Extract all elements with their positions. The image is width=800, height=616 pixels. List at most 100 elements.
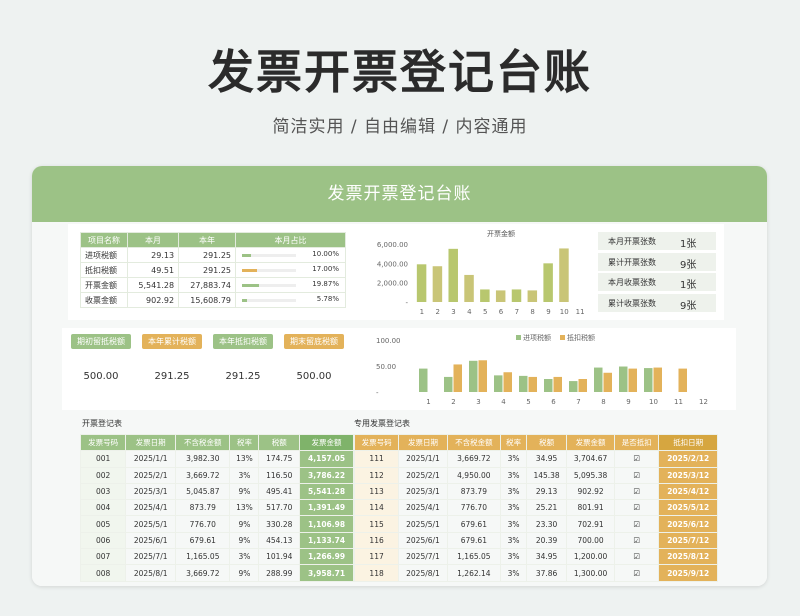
x-tick-label: 9 (626, 398, 630, 406)
x-tick-label: 1 (420, 308, 424, 316)
kpi-card: 本年抵扣税额 291.25 (208, 328, 278, 406)
register-row: 001 2025/1/1 3,982.30 13% 174.75 4,157.05 (79, 450, 354, 468)
register-header: 抵扣日期 (658, 433, 718, 452)
summary-row: 收票金额 902.92 15,608.79 5.78% (80, 292, 346, 308)
register-cell: 517.70 (258, 499, 301, 517)
x-tick-label: 8 (601, 398, 605, 406)
summary-year-value: 15,608.79 (178, 292, 236, 308)
register-cell: 679.61 (446, 515, 501, 533)
register-cell: 2025/2/1 (125, 466, 177, 484)
summary-header: 本月占比 (235, 232, 346, 248)
stat-label: 本月收票张数 (608, 278, 656, 287)
register-cell: 174.75 (258, 450, 301, 468)
register-cell: 3,958.71 (299, 564, 354, 582)
invoice-amount-bar (543, 263, 553, 302)
register-header: 发票号码 (353, 433, 400, 452)
summary-item-name: 进项税额 (80, 247, 128, 263)
summary-header: 本月 (126, 232, 180, 248)
deducted-checkbox[interactable]: ☑ (614, 482, 660, 501)
tax-bar (578, 379, 587, 392)
register-cell: 9% (229, 515, 260, 533)
x-tick-label: 2 (435, 308, 439, 316)
register-row: 111 2025/1/1 3,669.72 3% 34.95 3,704.67 ☑ 2025/… (353, 450, 718, 468)
register-cell: 873.79 (446, 482, 501, 501)
special-register-title: 专用发票登记表 (354, 419, 410, 428)
register-row: 008 2025/8/1 3,669.72 9% 288.99 3,958.71 (79, 564, 354, 582)
register-cell: 13% (229, 450, 260, 468)
register-cell: 700.00 (565, 531, 616, 550)
register-cell: 2025/5/12 (658, 499, 718, 517)
register-cell: 2025/9/12 (658, 564, 718, 582)
x-tick-label: 11 (576, 308, 585, 316)
register-cell: 3% (499, 515, 528, 533)
register-row: 002 2025/2/1 3,669.72 3% 116.50 3,786.22 (79, 466, 354, 484)
spreadsheet-preview: 发票开票登记台账 项目名称 本月 本年 本月占比 进项税额 29.13 291.25… (32, 166, 767, 586)
deducted-checkbox[interactable]: ☑ (614, 450, 660, 468)
kpi-label: 期初留抵税额 (71, 334, 131, 349)
register-header: 发票日期 (398, 433, 448, 452)
invoice-amount-bar (527, 290, 538, 302)
summary-month-value: 49.51 (126, 262, 180, 278)
deducted-checkbox[interactable]: ☑ (614, 515, 660, 533)
hero-subtitle: 简洁实用 / 自由编辑 / 内容通用 (272, 117, 528, 137)
register-cell: 2025/5/1 (398, 515, 448, 533)
tax-bar (569, 381, 578, 392)
register-header: 不含税金额 (446, 433, 501, 452)
stat-value: 1张 (680, 239, 697, 250)
register-cell: 118 (353, 564, 400, 582)
y-tick-label: 4,000.00 (377, 260, 408, 268)
stat-value: 1张 (680, 280, 697, 291)
stat-box: 本月开票张数 1张 (598, 232, 716, 250)
deducted-checkbox[interactable]: ☑ (614, 548, 660, 566)
register-cell: 9% (229, 564, 260, 582)
register-cell: 3,669.72 (175, 466, 231, 484)
deducted-checkbox[interactable]: ☑ (614, 564, 660, 582)
register-cell: 117 (353, 548, 400, 566)
register-cell: 3% (499, 531, 528, 550)
deducted-checkbox[interactable]: ☑ (614, 531, 660, 550)
register-cell: 2025/5/1 (125, 515, 177, 533)
register-cell: 007 (79, 548, 127, 566)
invoice-amount-bar (559, 248, 569, 302)
register-cell: 3% (499, 499, 528, 517)
register-cell: 3% (499, 482, 528, 501)
deducted-checkbox[interactable]: ☑ (614, 499, 660, 517)
tax-bar (553, 376, 562, 392)
register-cell: 3% (229, 548, 260, 566)
register-cell: 111 (353, 450, 400, 468)
register-cell: 3,704.67 (565, 450, 616, 468)
tax-chart-panel: 100.00 50.00- 进项税额 抵扣税额 1 2 3 4 5 6 7 8 9 10 11 12 (346, 328, 736, 410)
register-cell: 679.61 (175, 531, 231, 550)
register-row: 003 2025/3/1 5,045.87 9% 495.41 5,541.28 (79, 482, 354, 501)
legend-swatch (560, 335, 565, 340)
register-cell: 776.70 (446, 499, 501, 517)
hero-title: 发票开票登记台账 (208, 45, 592, 99)
invoice-register-table: 发票号码 发票日期 不含税金额 税率 税额 发票金额 001 2025/1/1 3,982.3… (79, 433, 354, 582)
register-header: 税率 (229, 433, 260, 452)
stat-box: 累计收票张数 9张 (598, 293, 716, 312)
tax-bar (453, 364, 462, 392)
deducted-checkbox[interactable]: ☑ (614, 466, 660, 484)
register-cell: 801.91 (565, 499, 616, 517)
x-tick-label: 6 (499, 308, 504, 316)
register-cell: 2025/8/1 (125, 564, 177, 582)
register-cell: 2025/7/1 (125, 548, 177, 566)
summary-month-value: 29.13 (126, 247, 180, 263)
register-cell: 702.91 (565, 515, 616, 533)
register-cell: 1,266.99 (299, 548, 354, 566)
x-tick-label: 3 (451, 308, 455, 316)
ratio-percent: 17.00% (312, 265, 339, 273)
register-cell: 101.94 (258, 548, 301, 566)
register-cell: 2025/8/1 (398, 564, 448, 582)
summary-ratio-cell: 19.87% (235, 277, 346, 293)
invoice-amount-chart-panel: 开票金额 6,000.00 4,000.00 2,000.00 - 1 2 3 4 5 6 7 8 9 10… (346, 224, 612, 320)
register-cell: 2025/7/12 (658, 531, 718, 550)
register-header: 发票金额 (565, 433, 616, 452)
register-row: 005 2025/5/1 776.70 9% 330.28 1,106.98 (79, 515, 354, 533)
register-cell: 2025/3/1 (125, 482, 177, 501)
invoice-amount-chart: 开票金额 6,000.00 4,000.00 2,000.00 - 1 2 3 4 5 6 7 8 9 10… (377, 229, 585, 316)
ratio-bar-track (242, 299, 296, 302)
tax-bar (644, 368, 653, 392)
register-row: 118 2025/8/1 1,262.14 3% 37.86 1,300.00 ☑ 2025/… (353, 564, 718, 582)
register-cell: 3% (499, 466, 528, 484)
